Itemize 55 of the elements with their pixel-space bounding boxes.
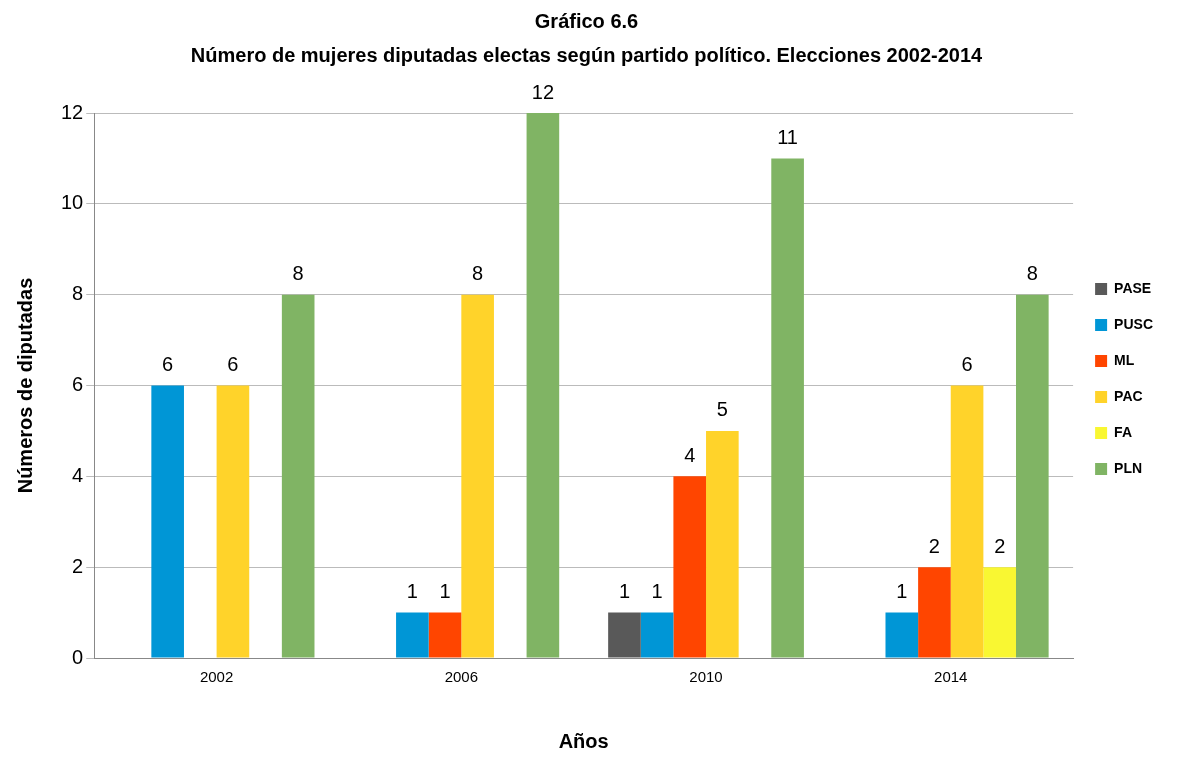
data-label: 1 (651, 580, 663, 603)
data-label: 12 (531, 80, 555, 103)
data-label: 8 (292, 262, 304, 285)
bar (983, 567, 1016, 658)
y-tick-label: 12 (61, 100, 84, 123)
legend-label: PUSC (1114, 315, 1154, 332)
legend-label: ML (1114, 351, 1135, 368)
bar (950, 385, 984, 658)
bar (640, 612, 674, 658)
data-label: 11 (777, 125, 798, 148)
legend-label: PLN (1114, 459, 1143, 476)
bar (885, 612, 919, 658)
data-label: 6 (227, 353, 239, 376)
x-tick-label: 2014 (934, 668, 968, 686)
data-label: 1 (406, 580, 418, 603)
y-tick-label: 6 (72, 373, 84, 396)
data-label: 1 (896, 580, 908, 603)
legend-label: PAC (1114, 387, 1143, 404)
data-label: 5 (716, 398, 728, 421)
bar (706, 430, 739, 658)
y-axis-title: Números de diputadas (13, 277, 36, 494)
chart-subtitle: Número de mujeres diputadas electas según partido político. Elecciones 2002-2014 (190, 43, 984, 66)
data-label: 1 (439, 580, 451, 603)
data-label: 8 (1026, 262, 1038, 285)
y-tick-label: 2 (72, 554, 84, 577)
x-tick-label: 2010 (689, 668, 723, 686)
bar (526, 113, 560, 658)
data-label: 6 (162, 353, 174, 376)
x-tick-label: 2006 (444, 668, 479, 686)
y-tick-label: 8 (72, 282, 84, 305)
chart-title: Gráfico 6.6 (534, 9, 639, 32)
data-label: 6 (961, 353, 973, 376)
x-axis-title: Años (558, 729, 609, 752)
bar (608, 612, 641, 658)
data-label: 2 (928, 534, 940, 557)
bar (918, 567, 951, 658)
bar (1016, 294, 1049, 658)
data-label: 8 (472, 262, 484, 285)
y-tick-label: 0 (72, 645, 84, 668)
y-tick-label: 4 (72, 463, 84, 486)
data-label: 4 (684, 443, 696, 466)
legend-label: PASE (1114, 279, 1152, 296)
bar (771, 158, 804, 658)
bar (673, 476, 707, 658)
y-tick-label: 10 (61, 191, 84, 214)
data-label: 2 (994, 534, 1006, 557)
x-tick-label: 2002 (199, 668, 234, 686)
bar (216, 385, 250, 658)
bar (281, 294, 315, 658)
legend-label: FA (1114, 423, 1132, 440)
bar (151, 385, 184, 658)
bar (461, 294, 494, 658)
bar (396, 612, 429, 658)
data-label: 1 (618, 580, 631, 603)
bar (428, 612, 462, 658)
